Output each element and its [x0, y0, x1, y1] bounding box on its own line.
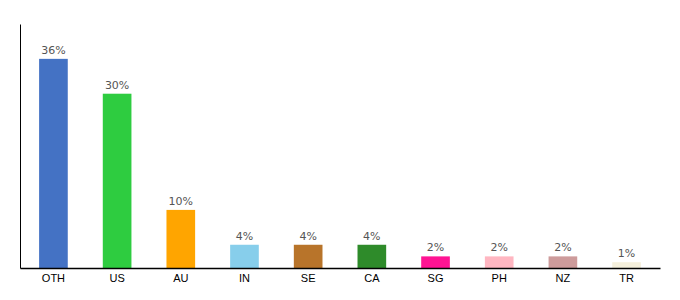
data-label: 4% — [363, 230, 380, 243]
x-tick-label: PH — [492, 272, 507, 284]
bar — [230, 245, 259, 268]
x-tick: TR — [619, 272, 634, 284]
x-tick: IN — [239, 272, 250, 284]
x-tick-label: NZ — [556, 272, 571, 284]
x-tick: AU — [173, 272, 188, 284]
x-tick-label: AU — [173, 272, 188, 284]
data-label: 4% — [236, 230, 253, 243]
x-tick-label: US — [109, 272, 124, 284]
bar — [485, 256, 514, 268]
x-tick-label: SE — [301, 272, 316, 284]
plot: OTH US AU IN SE CA SG PH NZ TR 36% 30% 10% 4% 4% 4% 2% 2%… — [21, 25, 661, 284]
x-tick-label: OTH — [42, 272, 65, 284]
bar — [421, 256, 450, 268]
y-axis — [20, 25, 21, 269]
x-axis: OTH US AU IN SE CA SG PH NZ TR — [21, 269, 661, 284]
data-label: 36% — [41, 44, 65, 57]
x-tick: OTH — [42, 272, 65, 284]
bar — [549, 256, 578, 268]
data-label: 30% — [105, 79, 129, 92]
data-label: 10% — [169, 195, 193, 208]
data-label: 2% — [427, 241, 444, 254]
bars — [39, 59, 641, 268]
x-tick-label: TR — [619, 272, 634, 284]
x-tick: NZ — [556, 272, 571, 284]
chart: OTH US AU IN SE CA SG PH NZ TR 36% 30% 10% 4% 4% 4% 2% 2%… — [0, 0, 680, 300]
x-tick: US — [109, 272, 124, 284]
bar — [166, 210, 195, 268]
x-tick-label: SG — [428, 272, 444, 284]
data-label: 4% — [299, 230, 316, 243]
y-axis-line — [20, 25, 21, 269]
bar — [358, 245, 387, 268]
x-tick: SG — [428, 272, 444, 284]
x-tick-label: CA — [364, 272, 380, 284]
bar — [612, 262, 641, 268]
x-tick: PH — [492, 272, 507, 284]
data-label: 2% — [554, 241, 571, 254]
bar — [103, 94, 132, 268]
data-labels: 36% 30% 10% 4% 4% 4% 2% 2% 2% 1% — [41, 44, 635, 260]
bar — [39, 59, 68, 268]
x-axis-line — [21, 268, 661, 270]
data-label: 1% — [618, 247, 635, 260]
x-tick: SE — [301, 272, 316, 284]
bar — [294, 245, 323, 268]
x-tick-label: IN — [239, 272, 250, 284]
x-tick: CA — [364, 272, 380, 284]
data-label: 2% — [490, 241, 507, 254]
